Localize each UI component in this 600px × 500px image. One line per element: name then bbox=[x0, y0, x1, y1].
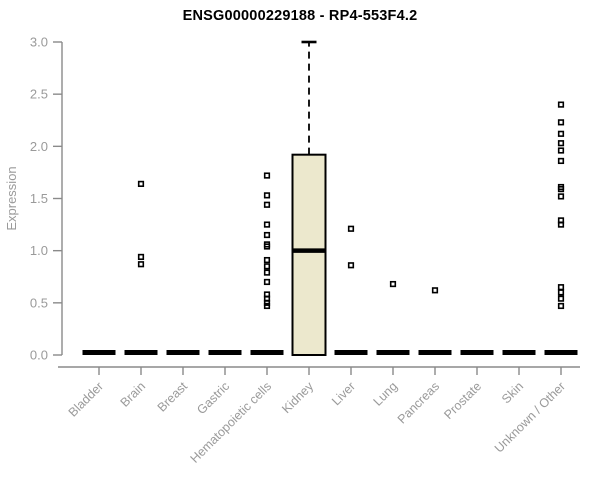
x-tick-label: Prostate bbox=[441, 379, 484, 422]
data-point bbox=[263, 172, 271, 179]
x-tick-label: Gastric bbox=[194, 379, 232, 417]
y-tick-label: 2.5 bbox=[30, 87, 48, 102]
zero-expression-bar bbox=[208, 350, 242, 355]
data-point bbox=[431, 287, 439, 294]
data-point bbox=[347, 225, 355, 232]
x-tick-label: Unknown / Other bbox=[492, 379, 568, 455]
zero-expression-bar bbox=[418, 350, 452, 355]
data-point bbox=[557, 193, 565, 200]
y-tick-label: 1.5 bbox=[30, 191, 48, 206]
zero-expression-bar bbox=[460, 350, 494, 355]
box-iqr bbox=[291, 153, 327, 356]
data-point bbox=[557, 157, 565, 165]
data-point bbox=[263, 269, 271, 276]
x-tick-label: Hematopoietic cells bbox=[188, 379, 275, 466]
data-point bbox=[557, 119, 565, 126]
data-point bbox=[263, 201, 271, 208]
zero-expression-bar bbox=[250, 350, 284, 355]
x-tick-label: Kidney bbox=[279, 379, 316, 416]
outlier-points bbox=[137, 101, 565, 310]
y-tick-label: 1.0 bbox=[30, 243, 48, 258]
data-point bbox=[557, 221, 565, 228]
zero-expression-bar bbox=[502, 350, 536, 355]
y-axis-title: Expression bbox=[4, 166, 19, 230]
data-point bbox=[263, 192, 271, 199]
data-point bbox=[557, 130, 565, 137]
y-tick-label: 2.0 bbox=[30, 139, 48, 154]
zero-expression-bar bbox=[166, 350, 200, 355]
data-point bbox=[263, 243, 271, 250]
x-tick-label: Bladder bbox=[66, 379, 106, 419]
y-tick-label: 0.0 bbox=[30, 348, 48, 363]
data-point bbox=[557, 289, 565, 296]
data-point bbox=[137, 261, 145, 268]
data-point bbox=[557, 140, 565, 147]
data-point bbox=[557, 186, 565, 193]
data-point bbox=[263, 299, 271, 306]
x-tick-label: Breast bbox=[155, 379, 191, 415]
zero-expression-bar bbox=[124, 350, 158, 355]
x-tick-label: Brain bbox=[118, 379, 149, 410]
data-point bbox=[557, 295, 565, 302]
data-point bbox=[557, 302, 565, 310]
data-point bbox=[263, 278, 271, 286]
zero-expression-bar bbox=[544, 350, 578, 355]
zero-expression-bar bbox=[82, 350, 116, 355]
x-tick-label: Liver bbox=[329, 379, 358, 408]
data-point bbox=[263, 302, 271, 310]
data-point bbox=[557, 284, 565, 291]
x-tick-label: Pancreas bbox=[395, 379, 442, 426]
y-axis: 0.0 0.5 1.0 1.5 2.0 2.5 3.0 Expression bbox=[4, 35, 63, 363]
zero-expression-bar bbox=[376, 350, 410, 355]
x-tick-label: Skin bbox=[499, 379, 526, 406]
data-point bbox=[347, 262, 355, 269]
boxes bbox=[82, 40, 578, 356]
data-point bbox=[263, 263, 271, 270]
data-point bbox=[557, 101, 565, 108]
data-point bbox=[137, 180, 145, 187]
data-point bbox=[557, 147, 565, 154]
y-tick-label: 0.5 bbox=[30, 295, 48, 310]
zero-expression-bar bbox=[334, 350, 368, 355]
x-tick-label: Lung bbox=[371, 379, 401, 409]
chart-title: ENSG00000229188 - RP4-553F4.2 bbox=[182, 8, 418, 24]
data-point bbox=[137, 253, 145, 261]
y-tick-label: 3.0 bbox=[30, 35, 48, 50]
data-point bbox=[263, 256, 271, 264]
data-point bbox=[263, 231, 271, 239]
data-point bbox=[389, 280, 397, 288]
data-point bbox=[263, 221, 271, 228]
